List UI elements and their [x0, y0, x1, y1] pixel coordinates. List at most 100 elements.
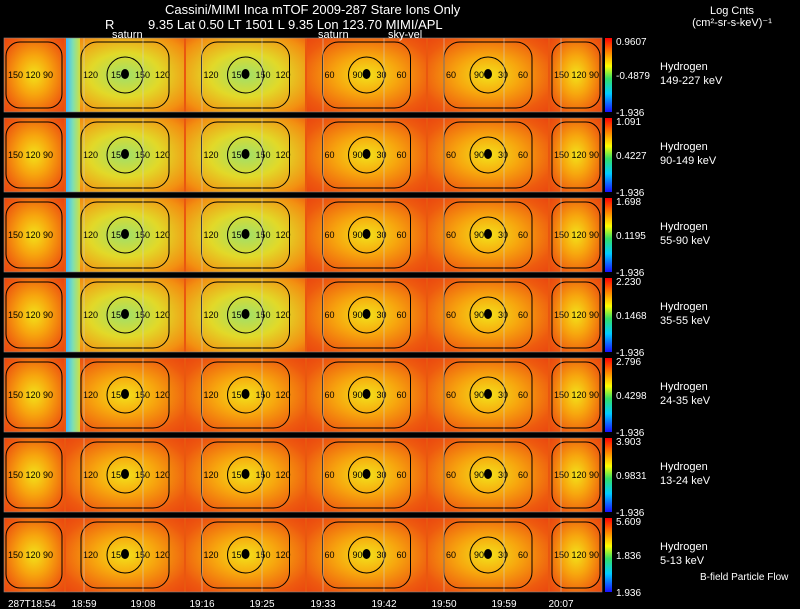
contour-120 — [469, 376, 507, 414]
contour-90 — [5, 441, 63, 509]
colorbar-min-label: -1.936 — [616, 108, 645, 119]
panel-border — [3, 437, 603, 513]
contour-120 — [227, 296, 264, 334]
contour-label: 60 — [397, 230, 407, 240]
contour-label: 150 — [135, 150, 150, 160]
colorbar — [605, 198, 612, 272]
contour-label: 120 — [155, 470, 170, 480]
contour-label: 120 — [204, 230, 219, 240]
contour-120 — [469, 456, 507, 494]
contour-label: 60 — [397, 470, 407, 480]
contour-label: 90 — [353, 310, 363, 320]
contour-120 — [469, 56, 507, 94]
contour-label: 120 — [276, 70, 291, 80]
contour-label: 120 — [83, 70, 98, 80]
colorbar-mid-label: -0.4879 — [616, 71, 650, 82]
contour-90 — [201, 281, 290, 349]
image-frame — [4, 198, 64, 272]
contour-label: 120 — [83, 550, 98, 560]
image-frame — [550, 278, 602, 352]
flow-marker — [241, 549, 250, 559]
flow-marker — [121, 469, 129, 479]
contour-label: 150 — [256, 550, 271, 560]
colorbar-min-label: -1.936 — [616, 428, 645, 439]
contour-label: 60 — [446, 230, 456, 240]
contour-label: 150 — [111, 150, 126, 160]
colorbar-mid-label: 0.1195 — [616, 231, 646, 242]
image-frame — [4, 278, 64, 352]
flow-marker — [484, 149, 492, 159]
energy-label: 35-55 keV — [660, 315, 711, 327]
contour-90 — [322, 361, 411, 429]
contour-label: 90 — [474, 390, 484, 400]
contour-120 — [348, 56, 385, 94]
panel-border — [3, 197, 603, 273]
flow-marker — [362, 69, 371, 79]
contour-90 — [201, 121, 290, 189]
contour-90 — [80, 521, 170, 589]
flow-marker — [241, 389, 250, 399]
contour-label: 30 — [498, 550, 508, 560]
colorbar-min-label: -1.936 — [616, 348, 645, 359]
flow-marker — [121, 549, 129, 559]
image-frame — [4, 518, 64, 592]
x-tick-label: 19:08 — [130, 599, 155, 609]
flow-marker — [484, 229, 492, 239]
flow-marker — [484, 309, 492, 319]
contour-90 — [5, 361, 63, 429]
contour-label: 30 — [377, 230, 387, 240]
contour-label: 30 — [498, 150, 508, 160]
contour-90 — [551, 281, 601, 349]
contour-120 — [227, 216, 264, 254]
contour-label: 60 — [518, 310, 528, 320]
x-tick-label: 18:59 — [71, 599, 96, 609]
flow-marker — [121, 229, 129, 239]
colorbar-units: (cm²-sr-s-keV)⁻¹ — [692, 17, 772, 29]
flow-marker — [484, 389, 492, 399]
contour-label: 60 — [325, 70, 335, 80]
panel-border — [3, 277, 603, 353]
contour-label: 120 — [83, 390, 98, 400]
panel-4: 150 120 90 120 150 150 120 120 150 150 120 60 90 30… — [3, 277, 612, 353]
energy-label: 5-13 keV — [660, 555, 705, 567]
contour-label: 150 — [256, 470, 271, 480]
flow-marker — [241, 149, 250, 159]
colorbar-max-label: 3.903 — [616, 437, 641, 448]
contour-90 — [5, 201, 63, 269]
cool-edge — [66, 38, 80, 112]
contour-label: 150 120 90 — [8, 70, 53, 80]
contour-label: 90 — [474, 310, 484, 320]
contour-label: 60 — [518, 150, 528, 160]
contour-label: 120 — [276, 310, 291, 320]
contour-label: 150 120 90 — [8, 150, 53, 160]
r-label: R — [105, 17, 115, 32]
contour-label: 60 — [397, 390, 407, 400]
contour-120 — [227, 456, 264, 494]
colorbar-min-label: -1.936 — [616, 188, 645, 199]
x-tick-label: 19:59 — [491, 599, 516, 609]
contour-label: 60 — [446, 310, 456, 320]
contour-label: 150 — [135, 550, 150, 560]
contour-label: 120 — [276, 230, 291, 240]
contour-label: 150 — [256, 390, 271, 400]
contour-label: 60 — [325, 150, 335, 160]
contour-90 — [322, 41, 411, 109]
contour-120 — [227, 56, 264, 94]
contour-label: 60 — [518, 390, 528, 400]
contour-label: 150 — [111, 470, 126, 480]
contour-label: 120 — [155, 550, 170, 560]
image-frame — [4, 358, 64, 432]
colorbar-min-label: 1.936 — [616, 588, 641, 599]
contour-label: 90 — [353, 150, 363, 160]
colorbar-max-label: 2.796 — [616, 357, 641, 368]
contour-90 — [5, 121, 63, 189]
species-label: Hydrogen — [660, 381, 708, 393]
colorbar-max-label: 1.091 — [616, 117, 641, 128]
colorbar-mid-label: 0.1468 — [616, 311, 647, 322]
contour-label: 60 — [446, 470, 456, 480]
contour-label: 120 — [155, 150, 170, 160]
frame-annotation: saturn — [318, 29, 349, 41]
contour-90 — [322, 521, 411, 589]
colorbar-min-label: -1.936 — [616, 268, 645, 279]
contour-90 — [322, 441, 411, 509]
